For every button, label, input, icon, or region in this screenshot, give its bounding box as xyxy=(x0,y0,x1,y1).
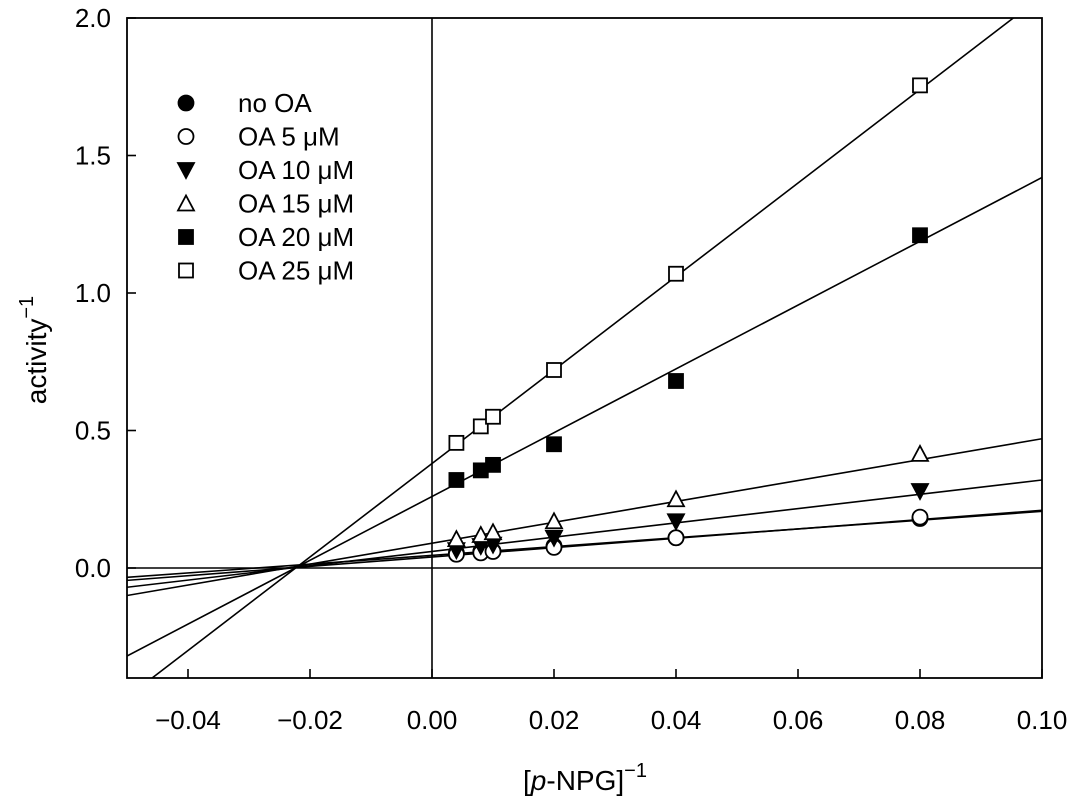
data-point-s3-0 xyxy=(446,529,466,548)
fit-line-3 xyxy=(127,437,1042,597)
data-point-s3-3 xyxy=(544,511,564,530)
axes: −0.04 −0.02 0.00 0.02 0.04 0.06 0.08 0.10 0.0 0.5… xyxy=(75,3,1067,735)
data-point-s3-4 xyxy=(666,489,686,508)
data-point-s5-5 xyxy=(912,77,928,94)
y-tick-label-4: 2.0 xyxy=(75,3,111,33)
legend-marker-1 xyxy=(177,128,195,145)
x-tick-label-0: −0.04 xyxy=(155,705,221,735)
legend-marker-2 xyxy=(176,162,196,180)
data-point-s5-4 xyxy=(668,265,684,282)
x-tick-label-5: 0.06 xyxy=(773,705,824,735)
data-point-s5-0 xyxy=(448,434,465,451)
legend-label-0: no OA xyxy=(238,88,312,118)
data-point-s4-2 xyxy=(485,456,501,473)
legend-box xyxy=(160,72,392,288)
y-axis-title: activity−1 xyxy=(16,296,52,404)
data-point-s4-4 xyxy=(668,373,684,389)
y-tick-label-1: 0.5 xyxy=(75,416,111,446)
x-tick-label-3: 0.02 xyxy=(529,705,580,735)
fit-line-1 xyxy=(127,509,1042,582)
data-point-s1-5 xyxy=(911,508,929,526)
data-point-s4-0 xyxy=(448,472,465,488)
y-tick-label-2: 1.0 xyxy=(75,278,111,308)
data-markers xyxy=(446,77,930,563)
legend-label-3: OA 15 μM xyxy=(238,189,354,219)
legend-marker-3 xyxy=(176,193,196,212)
x-axis-title: [p-NPG]−1 xyxy=(523,760,647,796)
legend-label-2: OA 10 μM xyxy=(238,155,354,185)
data-point-s2-4 xyxy=(666,513,686,532)
x-tick-label-1: −0.02 xyxy=(277,705,343,735)
plot-frame xyxy=(126,17,1043,679)
legend-label-5: OA 25 μM xyxy=(238,256,354,286)
data-point-s5-3 xyxy=(546,362,562,378)
x-tick-label-7: 0.10 xyxy=(1017,705,1068,735)
data-point-s4-3 xyxy=(546,436,562,453)
data-point-s3-5 xyxy=(910,443,930,462)
x-tick-label-4: 0.04 xyxy=(651,705,702,735)
legend-label-4: OA 20 μM xyxy=(238,222,354,252)
fit-line-4 xyxy=(127,176,1042,657)
data-point-s5-1 xyxy=(472,418,489,435)
fit-line-2 xyxy=(127,479,1042,589)
data-point-s4-5 xyxy=(912,227,928,244)
data-point-s2-3 xyxy=(544,529,564,548)
legend-marker-4 xyxy=(178,229,194,245)
x-tick-label-2: 0.00 xyxy=(407,705,458,735)
y-tick-label-3: 1.5 xyxy=(75,141,111,171)
data-point-s2-5 xyxy=(910,483,930,501)
fit-line-5 xyxy=(150,18,1015,678)
legend-marker-5 xyxy=(178,262,194,279)
data-point-s5-2 xyxy=(485,408,501,425)
y-tick-label-0: 0.0 xyxy=(75,553,111,583)
data-point-s1-4 xyxy=(667,529,685,547)
fit-lines xyxy=(127,18,1042,678)
legend-marker-0 xyxy=(177,94,195,112)
legend-label-1: OA 5 μM xyxy=(238,122,340,152)
data-point-s3-2 xyxy=(483,522,503,541)
x-tick-label-6: 0.08 xyxy=(895,705,946,735)
